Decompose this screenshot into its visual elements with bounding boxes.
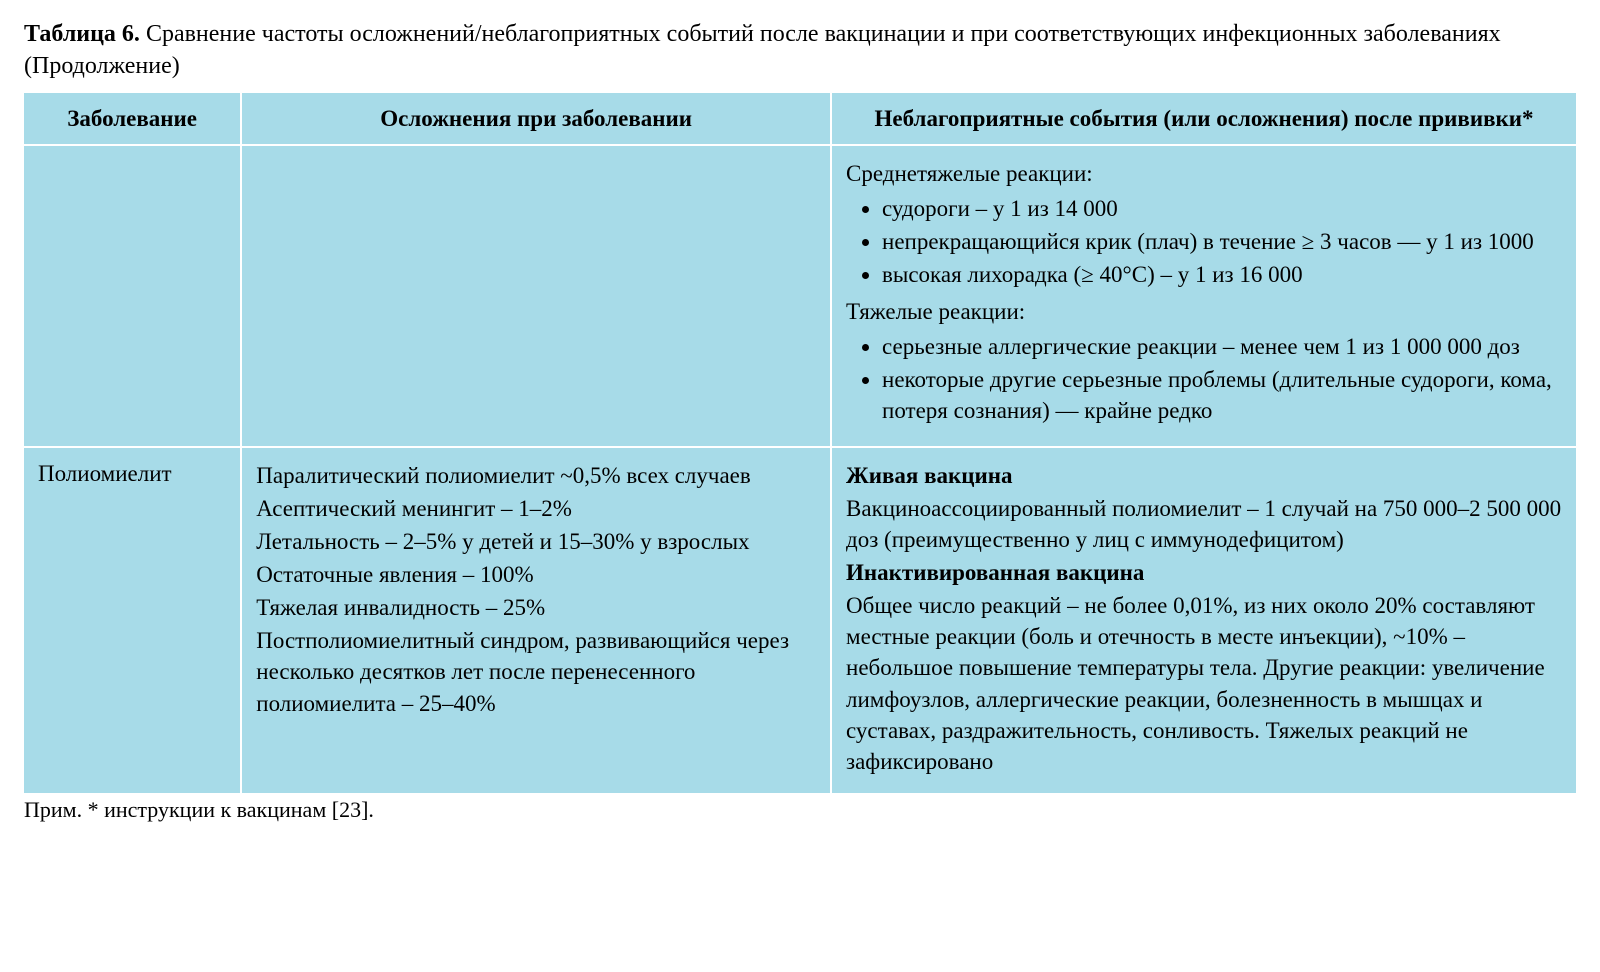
cell-complications: Паралитический полиомиелит ~0,5% всех сл…: [241, 447, 831, 792]
cell-vaccine-events: Среднетяжелые реакции: судороги – у 1 из…: [831, 145, 1576, 447]
complication-line: Тяжелая инвалидность – 25%: [256, 592, 816, 623]
list-item: высокая лихорадка (≥ 40°C) – у 1 из 16 0…: [882, 259, 1562, 290]
page: Таблица 6. Сравнение частоты осложнений/…: [0, 0, 1600, 831]
table-caption: Таблица 6. Сравнение частоты осложнений/…: [24, 18, 1576, 83]
complication-line: Постполиомиелитный синдром, развивающийс…: [256, 625, 816, 718]
inactivated-vaccine-header: Инактивированная вакцина: [846, 557, 1562, 588]
list-item: серьезные аллергические реакции – менее …: [882, 331, 1562, 362]
comparison-table: Заболевание Осложнения при заболевании Н…: [24, 93, 1576, 793]
live-vaccine-text: Вакциноассоциированный полиомиелит – 1 с…: [846, 493, 1562, 555]
severe-reactions-list: серьезные аллергические реакции – менее …: [846, 331, 1562, 426]
list-item: непрекращающийся крик (плач) в течение ≥…: [882, 226, 1562, 257]
table-footnote: Прим. * инструкции к вакцинам [23].: [24, 797, 1576, 823]
cell-disease: Полиомиелит: [24, 447, 241, 792]
cell-complications: [241, 145, 831, 447]
caption-rest: Сравнение частоты осложнений/неблагоприя…: [24, 21, 1501, 79]
table-row: Полиомиелит Паралитический полиомиелит ~…: [24, 447, 1576, 792]
severe-reactions-header: Тяжелые реакции:: [846, 296, 1562, 327]
moderate-reactions-header: Среднетяжелые реакции:: [846, 158, 1562, 189]
moderate-reactions-list: судороги – у 1 из 14 000 непрекращающийс…: [846, 193, 1562, 290]
cell-vaccine-events: Живая вакцина Вакциноассоциированный пол…: [831, 447, 1576, 792]
table-header-row: Заболевание Осложнения при заболевании Н…: [24, 93, 1576, 145]
complication-line: Паралитический полиомиелит ~0,5% всех сл…: [256, 460, 816, 491]
cell-disease: [24, 145, 241, 447]
complication-line: Остаточные явления – 100%: [256, 559, 816, 590]
table-row: Среднетяжелые реакции: судороги – у 1 из…: [24, 145, 1576, 447]
list-item: некоторые другие серьезные проблемы (дли…: [882, 364, 1562, 426]
col-header-disease: Заболевание: [24, 93, 241, 145]
inactivated-vaccine-text: Общее число реакций – не более 0,01%, из…: [846, 590, 1562, 776]
complication-line: Летальность – 2–5% у детей и 15–30% у вз…: [256, 526, 816, 557]
list-item: судороги – у 1 из 14 000: [882, 193, 1562, 224]
complication-line: Асептический менингит – 1–2%: [256, 493, 816, 524]
live-vaccine-header: Живая вакцина: [846, 460, 1562, 491]
col-header-complications: Осложнения при заболевании: [241, 93, 831, 145]
col-header-vaccine-events: Неблагоприятные события (или осложнения)…: [831, 93, 1576, 145]
caption-lead: Таблица 6.: [24, 21, 140, 47]
